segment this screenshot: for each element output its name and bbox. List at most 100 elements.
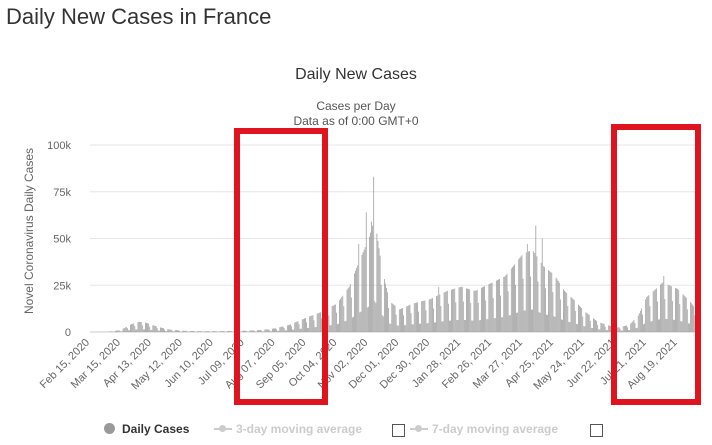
bar	[130, 324, 131, 332]
bar	[157, 330, 159, 332]
bar	[509, 315, 511, 332]
highlight-box	[234, 128, 328, 405]
bar	[557, 280, 559, 332]
bar	[221, 331, 223, 332]
bar	[307, 327, 308, 332]
bar	[634, 323, 636, 332]
bar	[337, 324, 338, 332]
bar	[657, 301, 658, 332]
bar	[398, 309, 400, 332]
bar	[598, 329, 600, 332]
bar	[483, 286, 484, 332]
bar	[381, 315, 383, 332]
bar	[556, 279, 558, 332]
bar	[663, 275, 665, 332]
bar	[436, 296, 438, 332]
bar	[679, 304, 681, 332]
bar	[356, 268, 358, 332]
bar	[648, 295, 650, 332]
bar	[575, 323, 577, 332]
bar	[513, 265, 514, 332]
bar	[658, 319, 659, 332]
chart-subtitle: Cases per Day	[316, 99, 396, 113]
bar	[686, 309, 688, 332]
bar	[285, 330, 287, 332]
bar	[555, 277, 557, 332]
bar	[386, 287, 387, 332]
bar	[265, 329, 267, 332]
bar	[373, 176, 375, 332]
legend-item-daily-cases[interactable]: Daily Cases	[104, 421, 189, 436]
bar	[297, 321, 299, 332]
legend-item-7-day-average[interactable]: 7-day moving average	[410, 421, 558, 436]
bar	[428, 299, 430, 332]
bar	[375, 303, 377, 332]
bar	[486, 319, 488, 332]
bar	[275, 328, 276, 332]
bar	[343, 306, 345, 332]
bar	[251, 330, 253, 332]
bar	[482, 287, 483, 332]
bar	[212, 331, 214, 332]
bar	[215, 331, 217, 332]
bar	[206, 331, 208, 332]
bar	[370, 232, 371, 332]
bar	[253, 330, 255, 332]
bar	[691, 303, 692, 332]
bar	[257, 330, 258, 332]
bar	[192, 330, 193, 332]
bar	[316, 313, 318, 332]
bar	[335, 312, 337, 332]
bar	[362, 252, 364, 332]
bar	[407, 305, 409, 332]
bar	[530, 276, 531, 332]
bar	[147, 323, 148, 332]
bar	[277, 330, 279, 332]
bar	[261, 330, 263, 332]
bar	[687, 323, 689, 332]
bar	[342, 295, 344, 332]
bar	[507, 291, 509, 332]
bar	[399, 308, 401, 332]
bar	[586, 313, 588, 332]
bar	[652, 291, 654, 332]
bar	[403, 315, 404, 332]
bar	[453, 288, 455, 332]
bar	[344, 321, 346, 332]
bar	[583, 326, 585, 332]
bar	[498, 279, 499, 332]
bar	[610, 326, 611, 332]
bar	[308, 327, 310, 332]
bar	[382, 316, 384, 332]
bar	[296, 321, 298, 332]
checkbox-3-day-average[interactable]	[392, 424, 405, 437]
bar	[197, 331, 199, 332]
bar	[305, 318, 306, 332]
bar	[628, 330, 629, 332]
bar	[377, 240, 379, 332]
bar	[681, 321, 683, 332]
checkbox-7-day-average[interactable]	[590, 424, 603, 437]
bar	[597, 324, 599, 332]
bar	[186, 331, 188, 332]
legend-item-3-day-average[interactable]: 3-day moving average	[214, 421, 362, 436]
bar	[429, 299, 431, 332]
bar	[502, 317, 504, 332]
bar	[301, 319, 303, 332]
bar	[423, 300, 425, 332]
bar	[283, 328, 285, 332]
bar	[387, 292, 388, 332]
bar	[124, 327, 126, 332]
bar	[110, 331, 112, 332]
bar	[402, 308, 403, 332]
bar	[666, 319, 668, 332]
bar	[607, 325, 609, 332]
bar	[426, 323, 428, 332]
y-tick-label: 100k	[47, 140, 71, 152]
bar	[690, 302, 691, 332]
bar	[349, 284, 351, 332]
bar	[433, 308, 434, 332]
y-tick-label: 25k	[53, 280, 71, 292]
bar	[664, 298, 666, 332]
bar	[244, 330, 246, 332]
